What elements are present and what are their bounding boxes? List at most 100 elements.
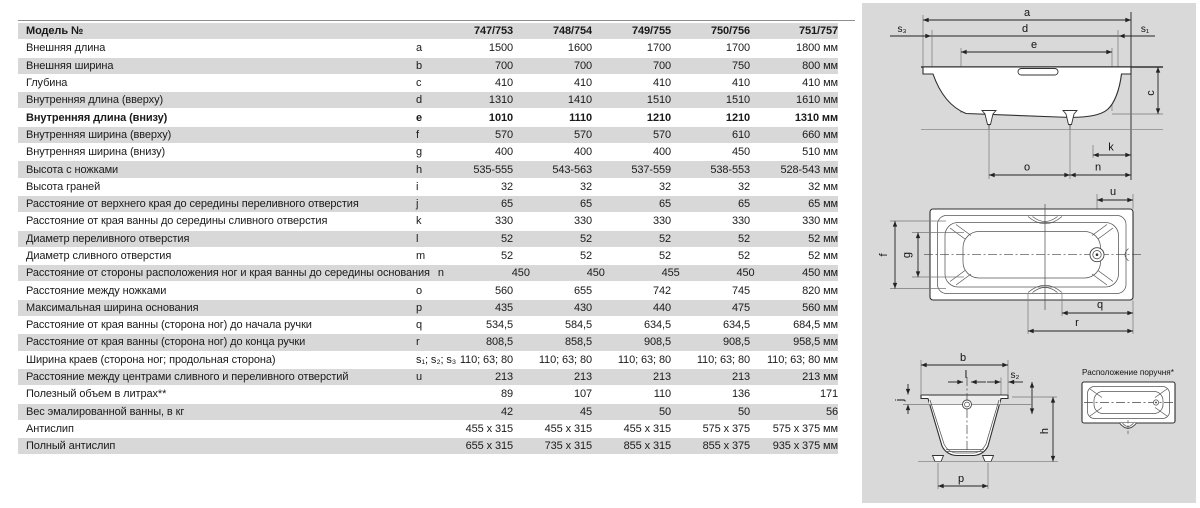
- row-value: 908,5: [722, 336, 750, 349]
- row-value: 410: [573, 77, 592, 90]
- table-row: Диаметр сливного отверстия m 52 52 52 52…: [18, 248, 838, 264]
- row-letter: p: [416, 301, 423, 314]
- row-value: 750: [731, 59, 750, 72]
- model-header-label: Модель №: [26, 25, 84, 38]
- row-value: 32: [579, 180, 592, 193]
- row-value: 52 мм: [808, 232, 838, 245]
- handle-location-diagram: Расположение поручня*: [1081, 368, 1176, 435]
- row-value: 32: [658, 180, 671, 193]
- row-value: 52: [579, 250, 592, 262]
- row-value: 213: [731, 371, 750, 384]
- row-label: Расстояние от края ванны (сторона ног) д…: [26, 336, 306, 349]
- row-value: 50: [658, 405, 671, 418]
- row-value: 32: [737, 180, 750, 193]
- dim-label-h: h: [1039, 428, 1051, 434]
- table-row: Внешняя длина a 1500 1600 1700 1700 1800…: [18, 40, 838, 56]
- row-label: Вес эмалированной ванны, в кг: [26, 405, 185, 418]
- row-value: 700: [494, 59, 513, 72]
- row-value: 42: [500, 405, 513, 418]
- dim-label-j: j: [894, 399, 906, 402]
- row-value: 52: [658, 232, 671, 245]
- row-label: Полезный объем в литрах**: [26, 388, 167, 401]
- dim-label-s1: s₁: [1141, 24, 1150, 35]
- row-value: 52: [500, 232, 513, 245]
- row-label: Расстояние от верхнего края до середины …: [26, 198, 359, 211]
- row-value: 700: [652, 59, 671, 72]
- dim-label-r: r: [1075, 317, 1079, 329]
- row-label: Расстояние между центрами сливного и пер…: [26, 371, 349, 384]
- top-view-diagram: u f g q r: [878, 186, 1143, 334]
- row-value: 65: [737, 198, 750, 211]
- row-letter: a: [416, 42, 423, 55]
- row-value: 610: [731, 128, 750, 141]
- technical-drawings-panel: a s₃ d s₁ e c k o n: [862, 3, 1196, 503]
- row-value: 1700: [646, 42, 671, 55]
- row-value: 171: [819, 388, 838, 401]
- row-value: 570: [573, 128, 592, 141]
- spec-table-rows: Внешняя длина a 1500 1600 1700 1700 1800…: [18, 40, 838, 455]
- row-letter: b: [416, 59, 423, 72]
- row-value: 935 x 375 мм: [772, 440, 838, 453]
- row-value: 110; 63; 80: [538, 353, 592, 366]
- row-label: Внутренняя ширина (внизу): [26, 146, 166, 159]
- row-value: 400: [652, 146, 671, 159]
- row-label: Внешняя длина: [26, 42, 106, 55]
- table-row: Полезный объем в литрах** 89 107 110 136…: [18, 386, 838, 402]
- row-value: 32 мм: [808, 180, 838, 193]
- row-label: Расстояние от края ванны (сторона ног) д…: [26, 319, 312, 332]
- row-value: 400: [573, 146, 592, 159]
- row-letter: f: [416, 128, 419, 141]
- row-value: 455 x 315: [544, 422, 593, 435]
- row-value: 655 x 315: [465, 440, 514, 453]
- row-label: Антислип: [26, 422, 74, 435]
- row-value: 107: [573, 388, 592, 401]
- row-value: 110; 63; 80: [459, 353, 513, 366]
- row-value: 136: [731, 388, 750, 401]
- row-value: 655: [573, 284, 592, 297]
- table-row: Расстояние от края ванны (сторона ног) д…: [18, 334, 838, 351]
- dim-label-l: l: [965, 369, 967, 381]
- dim-label-g: g: [901, 252, 913, 258]
- row-value: 450: [586, 267, 605, 280]
- row-value: 800 мм: [802, 59, 838, 72]
- dim-label-q: q: [1097, 299, 1103, 311]
- model-name: 748/754: [552, 25, 592, 38]
- row-value: 450: [736, 267, 755, 280]
- row-value: 330: [494, 215, 513, 228]
- row-letter: s₁; s₂; s₃: [416, 353, 457, 366]
- row-value: 1800 мм: [796, 42, 838, 55]
- row-value: 65: [579, 198, 592, 211]
- row-value: 435: [494, 301, 513, 314]
- row-letter: q: [416, 319, 423, 332]
- table-row: Расстояние от верхнего края до середины …: [18, 195, 838, 213]
- row-value: 634,5: [643, 319, 671, 332]
- row-value: 528-543 мм: [780, 163, 838, 176]
- row-value: 1700: [725, 42, 750, 55]
- row-label: Высота граней: [26, 180, 101, 193]
- dim-label-n: n: [1095, 162, 1101, 174]
- row-letter: m: [416, 250, 426, 262]
- table-row: Расстояние от стороны расположения ног и…: [18, 265, 838, 282]
- row-label: Расстояние от стороны расположения ног и…: [26, 267, 430, 280]
- dim-label-f: f: [878, 253, 890, 257]
- row-value: 45: [579, 405, 592, 418]
- row-value: 440: [652, 301, 671, 314]
- bathtub-drawings: a s₃ d s₁ e c k o n: [878, 7, 1176, 489]
- model-name: 747/753: [473, 25, 513, 38]
- dim-label-s3: s₃: [897, 24, 906, 35]
- row-letter: c: [416, 77, 422, 90]
- row-value: 534,5: [485, 319, 513, 332]
- row-value: 684,5 мм: [793, 319, 838, 332]
- row-label: Максимальная ширина основания: [26, 301, 199, 314]
- row-value: 450: [731, 146, 750, 159]
- row-label: Диаметр сливного отверстия: [26, 250, 172, 262]
- table-row: Внутренняя ширина (вверху) f 570 570 570…: [18, 126, 838, 144]
- row-value: 1010: [488, 111, 513, 124]
- row-label: Расстояние от края ванны до середины сли…: [26, 215, 328, 228]
- row-value: 560 мм: [802, 301, 838, 314]
- row-label: Ширина краев (сторона ног; продольная ст…: [26, 353, 276, 366]
- row-value: 89: [500, 388, 513, 401]
- row-value: 455 x 315: [623, 422, 672, 435]
- row-value: 820 мм: [802, 284, 838, 297]
